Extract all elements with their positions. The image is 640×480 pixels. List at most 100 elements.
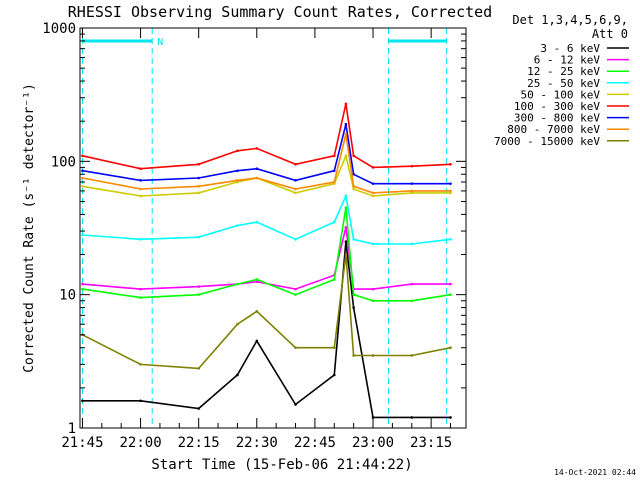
data-point-series-2 xyxy=(255,280,259,284)
data-point-series-5 xyxy=(352,187,355,191)
data-point-series-7 xyxy=(81,169,84,173)
data-point-series-4 xyxy=(352,238,355,241)
detector-info-line-1: Det 1,3,4,5,6,9, xyxy=(512,13,628,27)
data-point-series-5 xyxy=(449,191,452,195)
data-point-series-9 xyxy=(449,346,452,350)
data-point-series-2 xyxy=(344,226,348,229)
data-point-series-6 xyxy=(332,154,336,158)
data-point-series-5 xyxy=(294,191,297,195)
data-point-series-9 xyxy=(332,346,336,350)
data-point-series-7 xyxy=(332,169,336,173)
data-point-series-3 xyxy=(81,287,84,291)
data-point-series-9 xyxy=(197,367,200,370)
data-point-series-8 xyxy=(197,184,200,188)
data-point-series-7 xyxy=(255,167,259,171)
data-point-series-4 xyxy=(81,233,84,237)
data-point-series-4 xyxy=(139,238,142,241)
legend-label: 7000 - 15000 keV xyxy=(494,135,600,148)
data-point-series-1 xyxy=(371,416,375,419)
data-point-series-2 xyxy=(371,287,375,291)
x-tick-label: 21:45 xyxy=(61,435,103,451)
flag-label: N xyxy=(157,37,163,48)
data-point-series-8 xyxy=(449,189,452,193)
data-point-series-9 xyxy=(352,354,355,357)
data-point-series-7 xyxy=(344,122,348,126)
legend-label: 3 - 6 keV xyxy=(540,42,600,55)
legend-label: 300 - 800 keV xyxy=(514,112,600,125)
data-point-series-3 xyxy=(255,278,259,281)
flag-bars: N xyxy=(82,37,447,48)
series-line-6 xyxy=(82,103,451,170)
data-point-series-2 xyxy=(81,282,84,286)
data-point-series-9 xyxy=(294,346,297,350)
series-line-9 xyxy=(82,254,451,370)
data-point-series-8 xyxy=(139,187,142,191)
data-point-series-3 xyxy=(449,293,452,296)
data-point-series-4 xyxy=(332,220,336,224)
data-point-series-3 xyxy=(371,299,375,303)
data-point-series-8 xyxy=(410,189,414,193)
data-point-series-3 xyxy=(344,206,348,209)
data-point-series-7 xyxy=(139,179,142,182)
data-point-series-1 xyxy=(332,373,336,377)
x-tick-label: 22:00 xyxy=(119,435,161,451)
footer-date: 14-Oct-2021 02:44 xyxy=(554,468,636,477)
data-point-series-6 xyxy=(371,166,375,169)
data-point-series-8 xyxy=(332,180,336,184)
data-point-series-9 xyxy=(255,310,259,313)
series-line-2 xyxy=(82,227,451,290)
data-point-series-3 xyxy=(139,296,142,299)
data-point-series-5 xyxy=(197,191,200,195)
data-point-series-6 xyxy=(294,163,297,166)
data-point-series-2 xyxy=(139,287,142,291)
legend-label: 12 - 25 keV xyxy=(527,65,600,78)
data-point-series-7 xyxy=(197,176,200,180)
x-tick-label: 23:15 xyxy=(410,435,452,451)
data-point-series-9 xyxy=(344,253,348,256)
data-point-series-1 xyxy=(255,339,259,343)
data-point-series-8 xyxy=(236,179,239,182)
x-axis-label: Start Time (15-Feb-06 21:44:22) xyxy=(151,457,412,473)
data-point-series-5 xyxy=(371,194,375,198)
y-axis: 1 10 100 1000 xyxy=(42,21,466,437)
legend-label: 6 - 12 keV xyxy=(534,54,601,67)
data-point-series-6 xyxy=(410,164,414,168)
data-point-series-1 xyxy=(449,416,452,419)
legend-label: 800 - 7000 keV xyxy=(507,123,600,136)
y-tick-label: 100 xyxy=(51,154,76,170)
data-point-series-1 xyxy=(352,306,355,309)
data-point-series-4 xyxy=(410,242,414,246)
data-point-series-4 xyxy=(371,242,375,246)
data-point-series-4 xyxy=(449,238,452,241)
data-point-series-1 xyxy=(197,407,200,410)
data-point-series-6 xyxy=(139,167,142,171)
data-point-series-6 xyxy=(449,163,452,166)
data-point-series-7 xyxy=(449,182,452,185)
data-point-series-1 xyxy=(81,399,84,403)
y-axis-label: Corrected Count Rate (s⁻¹ detector⁻¹) xyxy=(22,83,37,373)
series-line-4 xyxy=(82,193,451,245)
data-point-series-2 xyxy=(410,282,414,286)
x-tick-label: 22:15 xyxy=(178,435,220,451)
data-point-series-3 xyxy=(197,293,200,296)
data-point-series-6 xyxy=(197,163,200,166)
data-point-series-5 xyxy=(81,184,84,188)
chart-title: RHESSI Observing Summary Count Rates, Co… xyxy=(68,3,492,21)
data-point-series-3 xyxy=(236,282,239,286)
y-tick-label: 1 xyxy=(68,421,76,437)
data-point-series-1 xyxy=(344,240,348,243)
data-point-series-1 xyxy=(294,403,297,406)
data-point-series-7 xyxy=(371,182,375,185)
data-point-series-4 xyxy=(255,220,259,224)
data-point-series-9 xyxy=(139,363,142,366)
data-point-series-9 xyxy=(371,354,375,357)
series-group xyxy=(81,102,452,419)
x-tick-label: 23:00 xyxy=(352,435,394,451)
data-point-series-8 xyxy=(344,132,348,136)
series-line-3 xyxy=(82,207,451,302)
legend-label: 100 - 300 keV xyxy=(514,100,600,113)
y-tick-label: 1000 xyxy=(42,21,76,37)
data-point-series-2 xyxy=(294,287,297,291)
legend-label: 50 - 100 keV xyxy=(521,88,601,101)
